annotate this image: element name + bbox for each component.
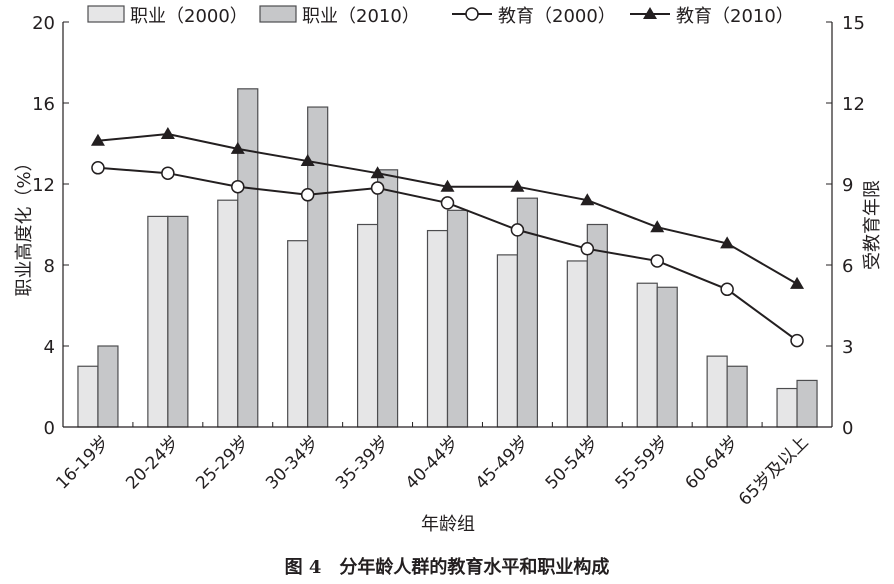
bars: [77, 88, 818, 428]
bar-2010: [376, 169, 399, 428]
bar-2000: [426, 229, 449, 428]
legend-swatch: [87, 5, 125, 23]
bar-2000: [356, 223, 379, 428]
lines: [90, 127, 805, 348]
triangle-marker: [300, 154, 315, 167]
y-tick-label: 0: [44, 418, 55, 439]
x-tick-label: 65岁及以上: [735, 432, 813, 510]
bar-2010: [586, 223, 608, 428]
x-tick-label: 25-29岁: [192, 432, 253, 493]
chart: 0 4 8 12 16 20 0 3 6 9 12 15 16-19岁 20-24岁 25-29岁 30-34…: [14, 5, 883, 535]
triangle-marker: [580, 193, 595, 206]
bar-2000: [706, 355, 728, 428]
circle-marker: [370, 181, 385, 195]
bar-2010: [237, 88, 259, 428]
bar-2010: [796, 379, 818, 428]
triangle-marker: [230, 141, 245, 154]
triangle-marker: [370, 166, 385, 179]
y2-tick-label: 15: [842, 13, 865, 34]
y-tick-label: 4: [44, 337, 55, 358]
x-tick-label: 60-64岁: [682, 432, 743, 493]
circle-marker: [91, 161, 105, 175]
triangle-marker: [650, 220, 665, 233]
x-tick-label: 20-24岁: [122, 432, 183, 493]
bar-2000: [496, 254, 519, 428]
bar-2010: [726, 365, 748, 428]
y-tick-label: 16: [32, 94, 55, 115]
legend-circle-marker: [465, 7, 479, 21]
bar-2000: [147, 215, 169, 428]
bar-2000: [776, 387, 798, 428]
circle-marker: [161, 166, 175, 180]
x-axis-label: 年龄组: [421, 514, 475, 535]
bar-2000: [566, 260, 588, 428]
x-tick-label: 55-59岁: [612, 432, 673, 493]
bar-2000: [287, 240, 309, 428]
y-axis-label: 职业高度化（%）: [14, 153, 35, 296]
y-tick-label: 8: [44, 256, 55, 277]
triangle-marker: [790, 276, 805, 289]
triangle-marker: [90, 133, 105, 146]
triangle-marker: [720, 236, 735, 249]
circle-marker: [440, 196, 455, 210]
circle-marker: [300, 188, 315, 202]
bar-2010: [97, 345, 119, 428]
y2-tick-label: 3: [842, 337, 853, 358]
legend-label: 职业（2010）: [302, 6, 420, 27]
x-tick-label: 45-49岁: [472, 432, 533, 493]
bar-2000: [77, 365, 99, 428]
legend-label: 教育（2000）: [498, 6, 616, 27]
circle-marker: [720, 282, 734, 297]
bar-2000: [636, 282, 658, 428]
bar-2010: [656, 286, 678, 428]
circle-marker: [580, 242, 595, 256]
circle-marker: [650, 254, 664, 268]
legend-label: 职业（2000）: [130, 6, 248, 27]
legend-swatch: [259, 5, 297, 23]
y2-tick-label: 12: [842, 94, 865, 115]
y-tick-label: 12: [32, 175, 55, 196]
x-tick-label: 30-34岁: [262, 432, 323, 493]
y2-tick-label: 9: [842, 175, 853, 196]
circle-marker: [510, 223, 525, 237]
y-tick-label: 20: [32, 13, 55, 34]
bar-2010: [446, 209, 469, 428]
figure-caption: 图 4 分年龄人群的教育水平和职业构成: [284, 557, 610, 578]
triangle-marker: [440, 179, 455, 192]
legend-triangle-marker: [643, 7, 657, 19]
x-tick-label: 40-44岁: [402, 432, 463, 493]
triangle-marker: [160, 127, 175, 140]
y2-axis-label: 受教育年限: [862, 180, 883, 270]
circle-marker: [790, 333, 804, 348]
bar-2000: [217, 199, 239, 428]
legend-label: 教育（2010）: [676, 6, 794, 27]
triangle-marker: [510, 179, 525, 192]
circle-marker: [231, 179, 245, 194]
x-tick-label: 50-54岁: [542, 432, 603, 493]
bar-2010: [307, 106, 329, 428]
bar-2010: [167, 215, 189, 428]
legend: 职业（2000） 职业（2010） 教育（2000） 教育（2010）: [87, 5, 794, 27]
y2-tick-label: 0: [842, 418, 853, 439]
x-tick-label: 16-19岁: [52, 432, 113, 493]
x-tick-label: 35-39岁: [332, 432, 393, 493]
y2-tick-label: 6: [842, 256, 853, 277]
